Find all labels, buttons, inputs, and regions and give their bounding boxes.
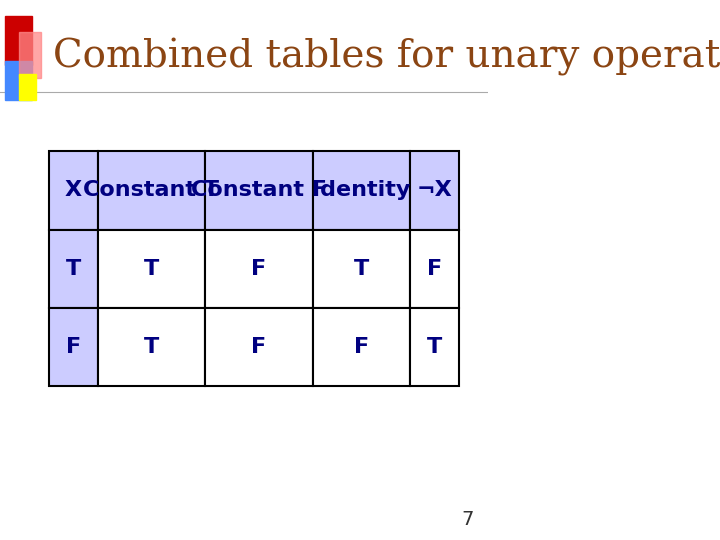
Bar (205, 230, 312, 308)
Text: F: F (354, 337, 369, 357)
Text: T: T (354, 259, 369, 279)
Bar (5, 16, 32, 65)
Bar (49, 308, 98, 386)
Bar (5, 61, 32, 100)
Bar (205, 151, 312, 230)
Text: 7: 7 (462, 510, 474, 529)
Bar (312, 151, 410, 230)
Text: T: T (427, 337, 442, 357)
Bar (312, 230, 410, 308)
Bar (98, 230, 205, 308)
Text: T: T (144, 337, 159, 357)
Text: Constant T: Constant T (84, 180, 220, 200)
Bar (49, 151, 98, 230)
Text: ¬X: ¬X (417, 180, 453, 200)
Bar (98, 308, 205, 386)
Bar (410, 230, 459, 308)
Text: Constant F: Constant F (191, 180, 327, 200)
Bar (410, 151, 459, 230)
Bar (312, 308, 410, 386)
Text: F: F (251, 337, 266, 357)
Bar (49, 230, 98, 308)
Text: F: F (251, 259, 266, 279)
Text: Combined tables for unary operators: Combined tables for unary operators (53, 38, 720, 76)
Text: F: F (66, 337, 81, 357)
Text: F: F (427, 259, 442, 279)
Bar (98, 151, 205, 230)
Bar (410, 308, 459, 386)
Bar (19, 74, 36, 100)
Bar (19, 32, 40, 78)
Bar (205, 308, 312, 386)
Text: T: T (66, 259, 81, 279)
Text: T: T (144, 259, 159, 279)
Text: X: X (65, 180, 82, 200)
Text: Identity: Identity (312, 180, 410, 200)
